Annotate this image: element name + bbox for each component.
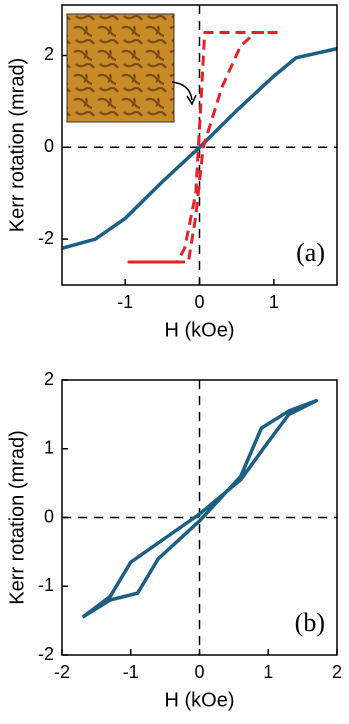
x-tick-label: 1	[263, 662, 273, 682]
x-tick-label: -1	[117, 292, 133, 312]
data-line	[81, 398, 319, 619]
y-tick-label: -2	[38, 644, 54, 664]
x-tick-label: 2	[332, 662, 342, 682]
y-axis-label: Kerr rotation (mrad)	[6, 58, 28, 233]
x-axis-label: H (kOe)	[165, 689, 235, 711]
y-tick-label: 2	[44, 369, 54, 389]
x-tick-label: -2	[54, 662, 70, 682]
y-tick-label: 2	[44, 44, 54, 64]
y-tick-label: 0	[44, 506, 54, 526]
y-tick-label: 1	[44, 438, 54, 458]
x-tick-label: 0	[194, 292, 204, 312]
data-line	[127, 31, 278, 264]
x-tick-label: -1	[123, 662, 139, 682]
x-axis-label: H (kOe)	[165, 319, 235, 341]
x-tick-label: 1	[269, 292, 279, 312]
data-line	[61, 46, 338, 250]
panel-label: (b)	[295, 608, 325, 637]
panel-label: (a)	[296, 238, 325, 267]
y-tick-label: 0	[44, 136, 54, 156]
y-tick-label: -1	[38, 575, 54, 595]
y-tick-label: -2	[38, 228, 54, 248]
x-tick-label: 0	[194, 662, 204, 682]
inset-image	[66, 13, 197, 123]
y-axis-label: Kerr rotation (mrad)	[6, 430, 28, 605]
